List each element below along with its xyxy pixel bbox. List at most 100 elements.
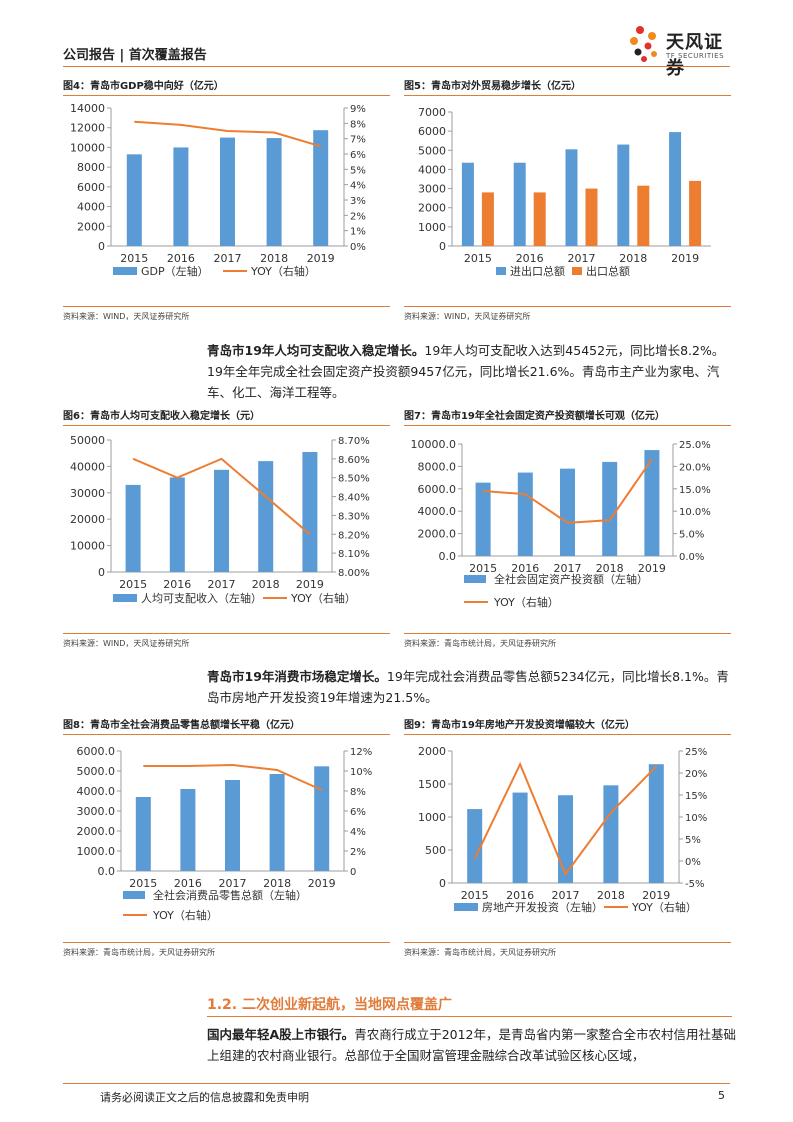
bar [169, 477, 185, 572]
bar [302, 452, 318, 572]
x-tick-label: 2018 [597, 889, 625, 902]
legend-label: YOY（右轴） [290, 591, 356, 605]
bar [266, 138, 282, 246]
figure-8-title: 图8：青岛市全社会消费品零售总额增长平稳（亿元） [63, 720, 300, 731]
x-tick-label: 2016 [506, 889, 534, 902]
y-tick-left-label: 3000 [418, 183, 446, 196]
legend-swatch-bar [454, 903, 478, 911]
section-title-rule [207, 1016, 732, 1017]
y-tick-left-label: 6000 [77, 181, 105, 194]
bar [644, 450, 660, 556]
figure-6-bottom-rule [63, 633, 390, 634]
x-tick-label: 2019 [642, 889, 670, 902]
x-tick-label: 2016 [163, 578, 191, 591]
figure-6-title: 图6：青岛市人均可支配收入稳定增长（元） [63, 411, 260, 422]
bar [637, 185, 650, 246]
paragraph-bank-intro: 国内最年轻A股上市银行。青农商行成立于2012年，是青岛省内第一家整合全市农村信… [207, 1024, 737, 1066]
figure-6-top-rule [63, 425, 390, 426]
x-tick-label: 2018 [596, 562, 624, 575]
y-tick-right-label: 5.0% [679, 530, 704, 541]
y-tick-right-label: 9% [350, 104, 366, 115]
paragraph-income: 青岛市19年人均可支配收入稳定增长。19年人均可支配收入达到45452元，同比增… [207, 340, 737, 403]
y-tick-left-label: 2000 [418, 202, 446, 215]
legend-label: 人均可支配收入（左轴） [141, 591, 262, 605]
bar [214, 469, 229, 572]
legend-label: YOY（右轴） [631, 900, 697, 914]
bar [475, 482, 491, 556]
yoy-line [473, 761, 658, 877]
bar [602, 461, 618, 556]
figure-8-source: 资料来源：青岛市统计局，天风证券研究所 [63, 948, 215, 957]
paragraph-consumption: 青岛市19年消费市场稳定增长。19年完成社会消费品零售总额5234亿元，同比增长… [207, 666, 737, 708]
y-tick-left-label: 4000 [418, 163, 446, 176]
y-tick-right-label: 0% [350, 242, 366, 253]
x-tick-label: 2019 [308, 877, 336, 890]
legend-label: 进出口总额 [510, 264, 565, 278]
y-tick-right-label: 6% [350, 150, 366, 161]
legend-swatch-bar [113, 594, 137, 602]
y-tick-right-label: 8.10% [338, 549, 370, 560]
y-tick-right-label: 8.60% [338, 455, 370, 466]
paragraph-consumption-lead: 青岛市19年消费市场稳定增长。 [207, 669, 387, 684]
legend-swatch-bar [464, 575, 486, 583]
y-tick-left-label: 10000 [70, 540, 105, 553]
page-number: 5 [718, 1089, 725, 1102]
brand-name-en: TF SECURITIES [666, 52, 725, 60]
figure-9-title: 图9：青岛市19年房地产开发投资增幅较大（亿元） [404, 720, 635, 731]
chart-retail-sales: 0.0 1000.0 2000.0 3000.0 4000.0 5000.0 6000.0 0… [77, 745, 373, 922]
bar [126, 154, 142, 246]
y-tick-left-label: 3000.0 [77, 805, 116, 818]
paragraph-bank-intro-body: 青农商行成立于2012年，是青岛省内第一家整合全市农村信用社基础上组建的农村商业… [207, 1027, 737, 1063]
paragraph-consumption-body: 19年完成社会消费品零售总额5234亿元，同比增长8.1%。青岛市房地产开发投资… [207, 669, 729, 705]
y-tick-left-label: 5000 [418, 144, 446, 157]
y-tick-left-label: 6000.0 [418, 483, 457, 496]
x-tick-label: 2015 [119, 578, 147, 591]
y-tick-left-label: 0 [439, 240, 446, 253]
y-tick-right-label: 20.0% [679, 462, 711, 473]
bar [225, 780, 240, 871]
paragraph-income-lead: 青岛市19年人均可支配收入稳定增长。 [207, 343, 425, 358]
y-tick-left-label: 50000 [70, 434, 105, 447]
y-tick-right-label: 5% [350, 165, 366, 176]
figure-4-source: 资料来源：WIND，天风证券研究所 [63, 312, 190, 321]
bar [481, 192, 494, 246]
y-tick-right-label: 8.30% [338, 511, 370, 522]
legend-label: 出口总额 [586, 264, 630, 278]
x-tick-label: 2015 [120, 252, 148, 265]
footer-disclaimer: 请务必阅读正文之后的信息披露和免责申明 [100, 1091, 309, 1104]
figure-7-top-rule [404, 425, 731, 426]
x-tick-label: 2018 [619, 252, 647, 265]
y-tick-left-label: 4000 [77, 201, 105, 214]
legend-label: 全社会固定资产投资额（左轴） [494, 572, 648, 586]
y-tick-left-label: 0.0 [439, 550, 457, 563]
x-tick-label: 2015 [129, 877, 157, 890]
y-tick-left-label: 1000.0 [77, 845, 116, 858]
x-tick-label: 2019 [296, 578, 324, 591]
x-tick-label: 2018 [263, 877, 291, 890]
y-tick-left-label: 2000 [77, 220, 105, 233]
y-tick-right-label: 0% [685, 857, 701, 868]
bar [314, 766, 330, 871]
chart-income: 0 10000 20000 30000 40000 50000 8.00% 8.10% 8.20… [70, 434, 370, 605]
legend-label: GDP（左轴） [141, 264, 209, 278]
paragraph-bank-intro-lead: 国内最年轻A股上市银行。 [207, 1027, 355, 1042]
y-tick-left-label: 5000.0 [77, 765, 116, 778]
y-tick-right-label: 8.50% [338, 474, 370, 485]
bar [585, 188, 598, 246]
x-tick-label: 2016 [511, 562, 539, 575]
chart-real-estate: 0 500 1000 1500 2000 -5% 0% 5% 10% 15% 20% 25% 2015 2… [418, 745, 707, 914]
x-tick-label: 2019 [307, 252, 335, 265]
bar [180, 789, 196, 871]
figure-9-top-rule [404, 734, 731, 735]
y-tick-right-label: 0.0% [679, 552, 704, 563]
figure-5-source: 资料来源：WIND，天风证券研究所 [404, 312, 531, 321]
x-tick-label: 2019 [671, 252, 699, 265]
bar [669, 132, 682, 246]
y-tick-right-label: 2% [350, 211, 366, 222]
y-tick-left-label: 20000 [70, 513, 105, 526]
legend-swatch-bar [123, 891, 145, 899]
figure-7-bottom-rule [404, 633, 731, 634]
brand-name-cn: 天风证券 [666, 32, 723, 79]
y-tick-right-label: 8% [350, 787, 366, 798]
bar [513, 162, 526, 246]
